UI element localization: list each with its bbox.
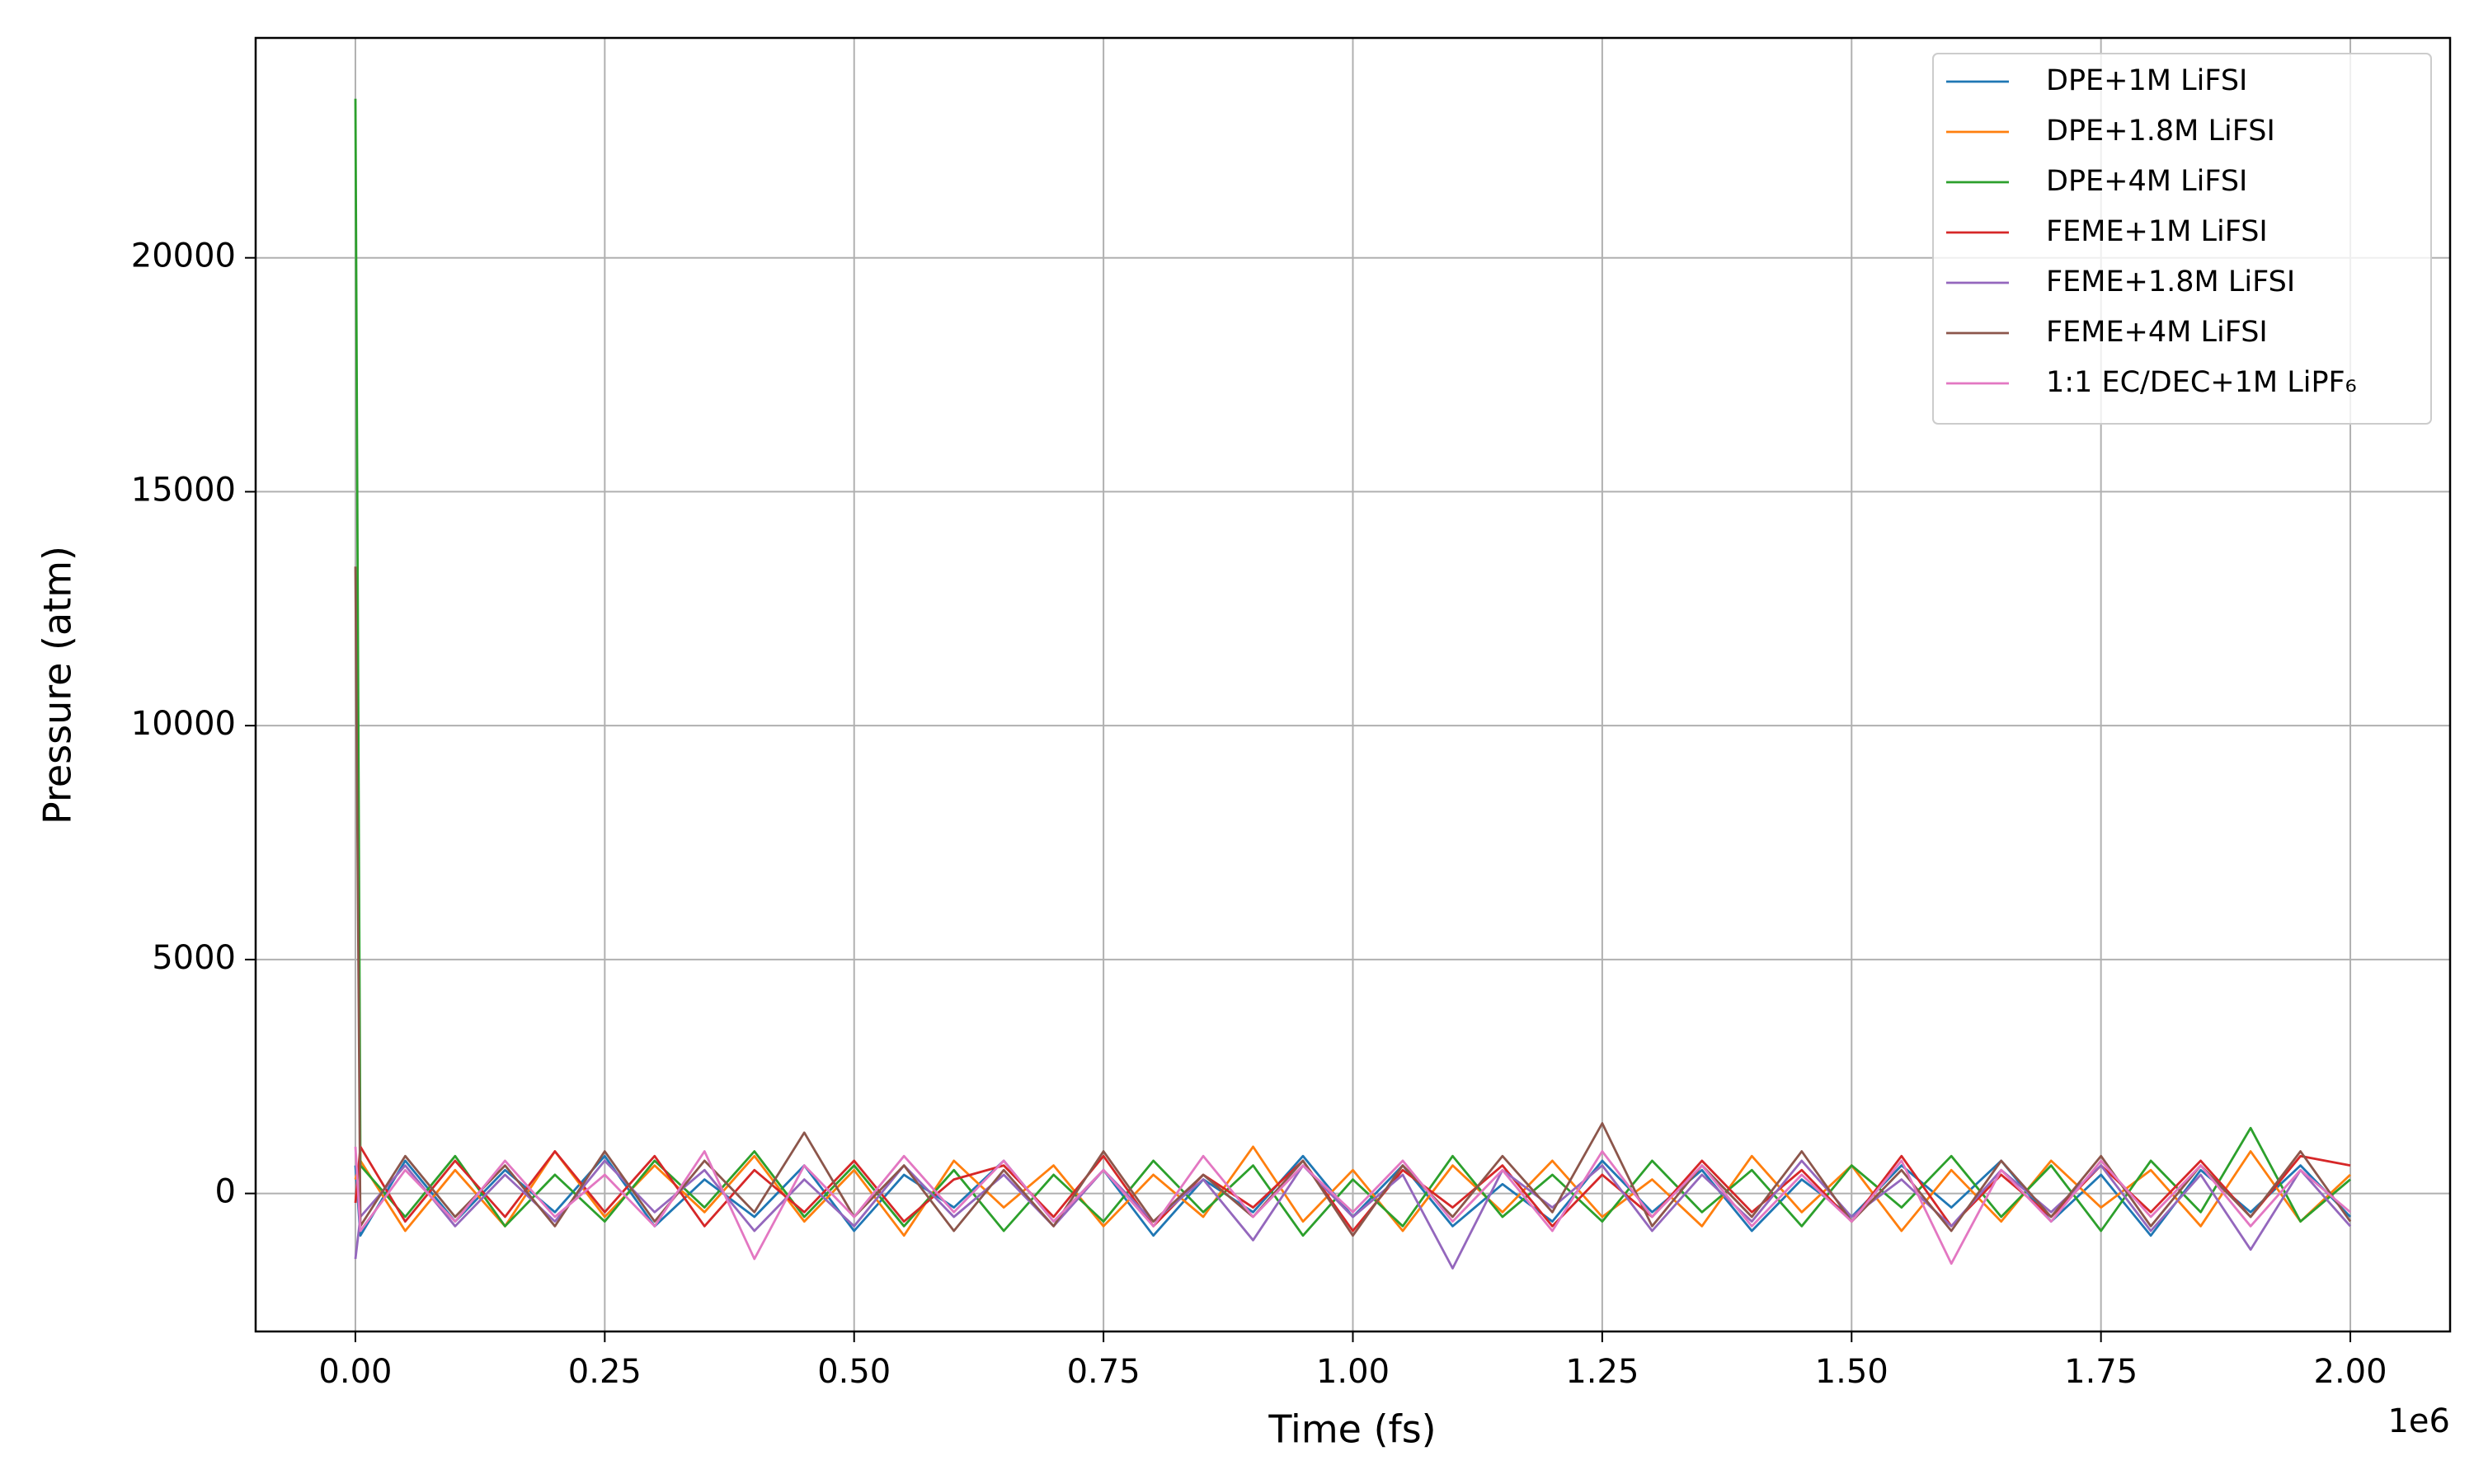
y-tick-label: 5000	[152, 939, 236, 977]
lines	[354, 98, 2352, 1270]
series-line	[354, 98, 2351, 1237]
x-tick-label: 1.75	[2064, 1353, 2138, 1391]
series-line	[354, 1146, 2351, 1266]
x-tick-label: 0.25	[568, 1353, 642, 1391]
x-offset-label: 1e6	[2387, 1402, 2450, 1440]
x-axis-label: Time (fs)	[1268, 1407, 1436, 1452]
legend-label: FEME+1.8M LiFSI	[2046, 265, 2295, 298]
x-tick-label: 1.25	[1565, 1353, 1639, 1391]
x-tick-label: 0.75	[1067, 1353, 1141, 1391]
y-axis-label: Pressure (atm)	[35, 546, 80, 824]
legend-label: DPE+4M LiFSI	[2046, 165, 2247, 198]
legend-label: FEME+4M LiFSI	[2046, 316, 2268, 349]
series-line	[354, 1145, 2351, 1233]
x-tick-label: 2.00	[2314, 1353, 2387, 1391]
legend-label: FEME+1M LiFSI	[2046, 215, 2268, 248]
x-tick-label: 1.00	[1316, 1353, 1390, 1391]
y-tick-label: 0	[215, 1173, 236, 1211]
y-tick-label: 20000	[131, 237, 236, 275]
ticks: 0.00 0.25 0.50 0.75 1.00 1.25 1.50 1.75 2.00 0 500…	[131, 237, 2387, 1391]
x-tick-label: 1.50	[1815, 1353, 1888, 1391]
series-line	[354, 566, 2352, 1237]
x-tick-label: 0.50	[817, 1353, 891, 1391]
y-tick-label: 10000	[131, 705, 236, 743]
legend-label: DPE+1.8M LiFSI	[2046, 115, 2275, 148]
x-tick-label: 0.00	[318, 1353, 392, 1391]
legend: DPE+1M LiFSI DPE+1.8M LiFSI DPE+4M LiFSI FE…	[1932, 53, 2432, 425]
legend-box	[1932, 53, 2432, 425]
y-tick-label: 15000	[131, 471, 236, 509]
legend-label: 1:1 EC/DEC+1M LiPF₆	[2046, 366, 2357, 399]
legend-label: DPE+1M LiFSI	[2046, 64, 2247, 97]
